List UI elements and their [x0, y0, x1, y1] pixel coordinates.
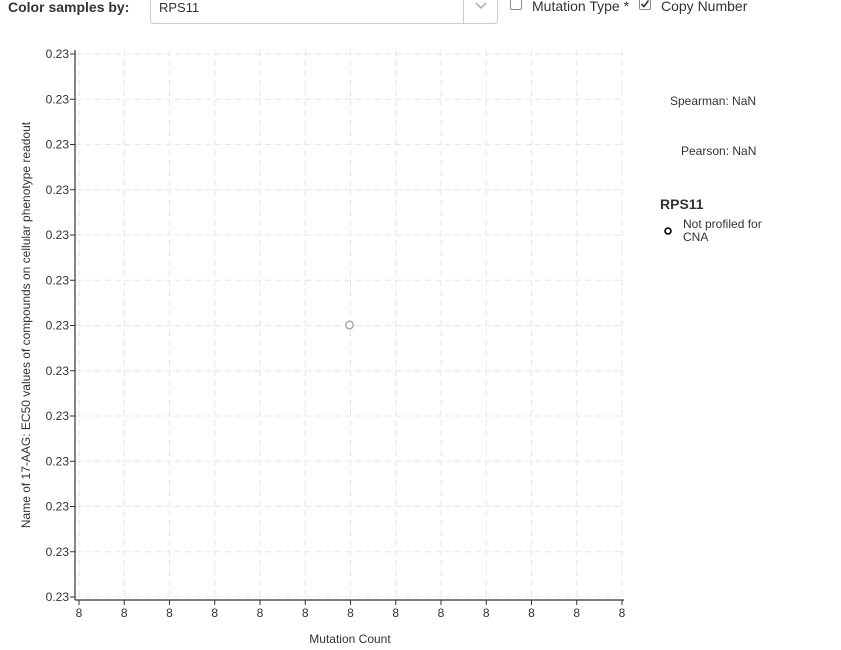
legend-item-label: Not profiled for CNA [683, 217, 762, 244]
select-separator [463, 0, 464, 24]
x-tick-label: 8 [121, 606, 128, 620]
x-tick-label: 8 [302, 606, 309, 620]
x-tick-label: 8 [257, 606, 264, 620]
color-samples-select[interactable]: RPS11 [150, 0, 498, 24]
spearman-stat: Spearman: NaN [670, 94, 757, 108]
checkmark-icon [640, 0, 650, 8]
y-tick-label: 0.23 [46, 92, 70, 106]
legend-marker-icon [664, 227, 672, 235]
data-point[interactable] [344, 320, 355, 330]
y-tick-label: 0.23 [46, 319, 70, 333]
mutation-type-label: Mutation Type * [532, 0, 630, 14]
copy-number-checkbox[interactable] [639, 0, 651, 10]
legend-title: RPS11 [660, 196, 704, 212]
ticks: 8 8 8 8 8 8 8 8 8 8 8 8 8 0.23 0.23 0.23 0.23 0.23 0.23 0.2… [46, 47, 626, 620]
y-tick-label: 0.23 [46, 409, 70, 423]
y-tick-label: 0.23 [46, 138, 70, 152]
y-tick-label: 0.23 [46, 500, 70, 514]
y-tick-label: 0.23 [46, 364, 70, 378]
x-tick-label: 8 [438, 606, 445, 620]
chevron-down-icon[interactable] [473, 0, 489, 13]
color-samples-label: Color samples by: [8, 0, 130, 15]
y-tick-label: 0.23 [46, 590, 70, 604]
y-tick-label: 0.23 [46, 545, 70, 559]
y-tick-label: 0.23 [46, 47, 70, 61]
x-tick-label: 8 [347, 606, 354, 620]
y-tick-label: 0.23 [46, 183, 70, 197]
x-axis-label: Mutation Count [309, 632, 391, 646]
mutation-type-checkbox[interactable] [510, 0, 522, 10]
x-tick-label: 8 [392, 606, 399, 620]
x-tick-label: 8 [528, 606, 535, 620]
x-tick-label: 8 [619, 606, 626, 620]
y-tick-label: 0.23 [46, 454, 70, 468]
x-tick-label: 8 [76, 606, 83, 620]
x-tick-label: 8 [166, 606, 173, 620]
y-tick-label: 0.23 [46, 228, 70, 242]
x-tick-label: 8 [483, 606, 490, 620]
data-points [344, 320, 355, 330]
y-tick-label: 0.23 [46, 273, 70, 287]
y-axis-label: Name of 17-AAG: EC50 values of compounds… [19, 121, 33, 528]
x-tick-label: 8 [573, 606, 580, 620]
copy-number-label: Copy Number [661, 0, 748, 14]
pearson-stat: Pearson: NaN [681, 144, 757, 158]
x-tick-label: 8 [211, 606, 218, 620]
select-value: RPS11 [159, 0, 200, 15]
